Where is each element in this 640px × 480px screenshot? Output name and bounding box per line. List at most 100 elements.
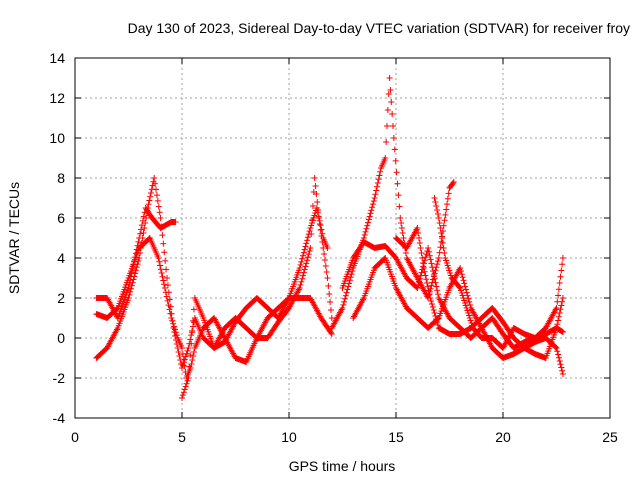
data-point <box>429 304 436 310</box>
data-point <box>160 277 167 284</box>
chart-title: Day 130 of 2023, Sidereal Day-to-day VTE… <box>128 20 630 36</box>
data-point <box>164 297 171 304</box>
data-point <box>299 252 306 259</box>
data-point <box>309 217 316 223</box>
data-point <box>172 329 179 336</box>
data-point <box>430 307 437 313</box>
data-point <box>417 245 424 251</box>
data-point <box>160 240 167 247</box>
data-point <box>190 323 197 330</box>
data-point <box>307 245 314 251</box>
data-point <box>558 267 565 274</box>
data-point <box>153 192 160 199</box>
data-point <box>450 179 457 185</box>
data-point <box>431 275 438 282</box>
data-point <box>349 268 356 275</box>
data-point <box>433 203 440 209</box>
data-point <box>155 203 162 210</box>
data-point <box>377 168 384 175</box>
data-point <box>462 283 469 290</box>
data-point <box>433 283 440 290</box>
data-point <box>416 278 423 285</box>
data-point <box>390 135 397 141</box>
data-point <box>304 257 311 264</box>
data-point <box>136 255 143 261</box>
data-point <box>425 245 432 251</box>
data-point <box>391 146 398 153</box>
data-point <box>132 267 139 274</box>
data-point <box>340 301 347 308</box>
data-point <box>171 326 178 333</box>
data-point <box>130 261 137 268</box>
data-point <box>325 283 332 289</box>
data-point <box>300 249 307 256</box>
data-point <box>179 345 185 351</box>
grid <box>75 58 610 418</box>
data-point <box>125 285 132 291</box>
data-point <box>181 356 188 363</box>
data-point <box>419 255 426 261</box>
data-point <box>434 261 441 268</box>
data-point <box>327 307 334 313</box>
data-point <box>363 225 370 232</box>
data-point <box>458 271 465 278</box>
data-point <box>190 353 197 359</box>
data-point <box>127 273 134 280</box>
data-point <box>466 298 473 305</box>
y-tick-label: -4 <box>53 410 66 426</box>
data-point <box>166 306 173 313</box>
data-point <box>464 292 471 299</box>
data-point <box>556 280 563 286</box>
data-point <box>311 175 318 181</box>
data-point <box>304 234 311 241</box>
data-point <box>345 283 352 290</box>
data-point <box>557 361 564 368</box>
data-point <box>385 91 392 97</box>
data-point <box>434 258 441 265</box>
data-point <box>420 265 427 271</box>
data-point <box>127 277 134 284</box>
data-point <box>146 197 153 204</box>
data-point <box>172 219 179 225</box>
data-point <box>425 248 432 255</box>
series-track-9 <box>431 195 566 351</box>
data-point <box>321 257 328 263</box>
data-point <box>368 207 375 214</box>
data-point <box>422 254 429 261</box>
data-point <box>327 299 334 305</box>
data-point <box>173 332 180 339</box>
data-point <box>308 231 315 237</box>
data-point <box>559 329 566 335</box>
data-point <box>555 286 562 293</box>
y-tick-label: 8 <box>57 170 65 186</box>
data-point <box>175 349 182 355</box>
data-point <box>151 175 158 181</box>
data-point <box>440 222 447 229</box>
data-point <box>302 243 309 250</box>
data-point <box>369 201 376 208</box>
data-point <box>131 258 138 265</box>
data-point <box>458 268 465 275</box>
data-point <box>414 285 421 291</box>
data-point <box>444 201 451 208</box>
y-tick-label: 6 <box>57 210 65 226</box>
data-point <box>556 358 563 364</box>
data-point <box>171 323 178 330</box>
data-point <box>339 305 346 311</box>
data-point <box>432 313 439 319</box>
data-point <box>315 215 322 221</box>
data-point <box>299 272 306 279</box>
data-point <box>299 255 306 262</box>
data-point <box>165 302 172 309</box>
data-point <box>322 263 329 269</box>
data-point <box>181 363 188 369</box>
data-point <box>323 269 330 275</box>
data-point <box>168 315 175 321</box>
data-point <box>431 195 438 201</box>
data-point <box>176 353 183 359</box>
data-point <box>326 291 333 297</box>
data-point <box>555 317 562 324</box>
x-tick-label: 10 <box>281 429 297 445</box>
data-point <box>341 295 348 302</box>
data-point <box>161 249 168 256</box>
